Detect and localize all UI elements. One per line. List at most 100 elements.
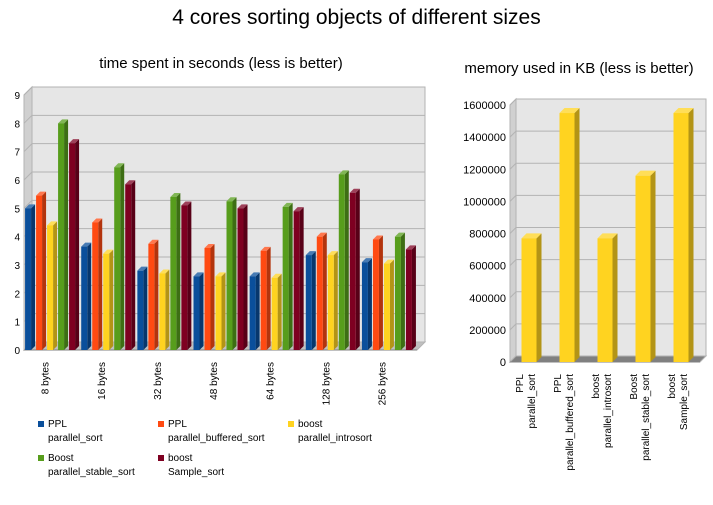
bar-front — [215, 276, 222, 350]
bar-side — [154, 239, 159, 350]
x-tick-label: PPLparallel_sort — [515, 374, 538, 429]
bar-side — [574, 108, 580, 362]
gridline — [23, 171, 425, 181]
bar-front — [305, 255, 312, 350]
x-tick-label: 48 bytes — [209, 362, 220, 400]
bar — [81, 242, 92, 350]
bar-front — [69, 143, 76, 350]
bar-front — [383, 263, 390, 350]
x-tick-label: 32 bytes — [153, 362, 164, 400]
legend-swatch — [158, 455, 164, 461]
bar-front — [170, 197, 177, 350]
bar — [36, 191, 47, 350]
x-tick-label: boostparallel_introsort — [591, 374, 614, 448]
chart-title: memory used in KB (less is better) — [464, 60, 693, 77]
bar-front — [47, 225, 54, 350]
y-tick-label: 1200000 — [463, 164, 506, 176]
y-tick-label: 9 — [14, 91, 20, 102]
bar-top — [204, 244, 215, 248]
bar-side — [210, 244, 215, 350]
bar-front — [673, 113, 689, 362]
bar-top — [293, 207, 304, 212]
bar-side — [266, 246, 271, 350]
bar — [226, 197, 237, 350]
bar-top — [338, 170, 349, 175]
bar-top — [361, 258, 372, 263]
x-tick-label: 256 bytes — [378, 362, 389, 405]
bar — [372, 235, 383, 350]
bar-side — [131, 180, 136, 350]
bar — [58, 119, 69, 350]
gridline — [509, 98, 706, 106]
bar-side — [333, 251, 338, 350]
bar-side — [255, 272, 260, 350]
bar-top — [193, 272, 204, 277]
bar-front — [338, 174, 345, 350]
x-tick-label: 8 bytes — [41, 362, 52, 394]
bar-front — [249, 276, 256, 350]
bar — [260, 246, 271, 350]
bar-top — [36, 191, 47, 196]
bar-front — [521, 238, 537, 362]
bar — [349, 188, 360, 350]
bar-top — [271, 273, 282, 278]
bar-front — [405, 249, 412, 350]
x-tick-label: PPLparallel_buffered_sort — [553, 374, 576, 471]
bar-front — [316, 236, 323, 350]
bar-top — [58, 119, 69, 124]
bar — [293, 207, 304, 350]
page-title: 4 cores sorting objects of different siz… — [172, 6, 541, 29]
bar-top — [25, 204, 36, 209]
bar-top — [137, 266, 148, 271]
y-tick-label: 400000 — [469, 293, 506, 305]
x-tick-label: Boostparallel_stable_sort — [629, 374, 652, 461]
bar-side — [355, 188, 360, 350]
bar-front — [597, 238, 613, 362]
bar — [635, 170, 656, 362]
bar-side — [31, 204, 36, 350]
bar-side — [650, 170, 656, 362]
bar-top — [260, 246, 271, 251]
bar-top — [114, 163, 125, 168]
bar-side — [232, 197, 237, 350]
legend-swatch — [38, 455, 44, 461]
bar-side — [311, 251, 316, 350]
chart-0: time spent in seconds (less is better) 0 1… — [14, 55, 427, 405]
bar — [237, 204, 248, 350]
bar-side — [165, 269, 170, 350]
bar-front — [361, 262, 368, 350]
gridline — [509, 130, 706, 138]
bar — [125, 180, 136, 350]
bar-top — [249, 272, 260, 277]
bar-side — [389, 259, 394, 350]
bar-front — [114, 167, 121, 350]
bar-front — [193, 276, 200, 350]
legend-label: PPL parallel_sort — [48, 419, 103, 444]
bar-side — [42, 191, 47, 350]
bar — [69, 139, 80, 350]
y-tick-label: 1 — [14, 318, 20, 329]
y-tick-label: 8 — [14, 119, 20, 130]
bar-front — [237, 208, 244, 350]
bar-side — [367, 258, 372, 350]
y-tick-label: 1400000 — [463, 132, 506, 144]
bar-front — [137, 270, 144, 350]
gridline — [23, 86, 425, 96]
bar-front — [125, 184, 132, 350]
bar-side — [322, 232, 327, 350]
y-tick-label: 1600000 — [463, 100, 506, 112]
bar-front — [271, 277, 278, 350]
bar-front — [559, 113, 575, 362]
bar-front — [226, 201, 233, 350]
bar-top — [405, 245, 416, 250]
bar-front — [394, 236, 401, 350]
x-tick-label: 16 bytes — [97, 362, 108, 400]
bar-side — [299, 207, 304, 350]
bar-side — [688, 108, 694, 362]
bar-side — [187, 201, 192, 350]
y-tick-label: 0 — [500, 357, 506, 369]
bar — [673, 108, 694, 362]
bar-top — [47, 221, 58, 226]
bar-top — [372, 235, 383, 240]
